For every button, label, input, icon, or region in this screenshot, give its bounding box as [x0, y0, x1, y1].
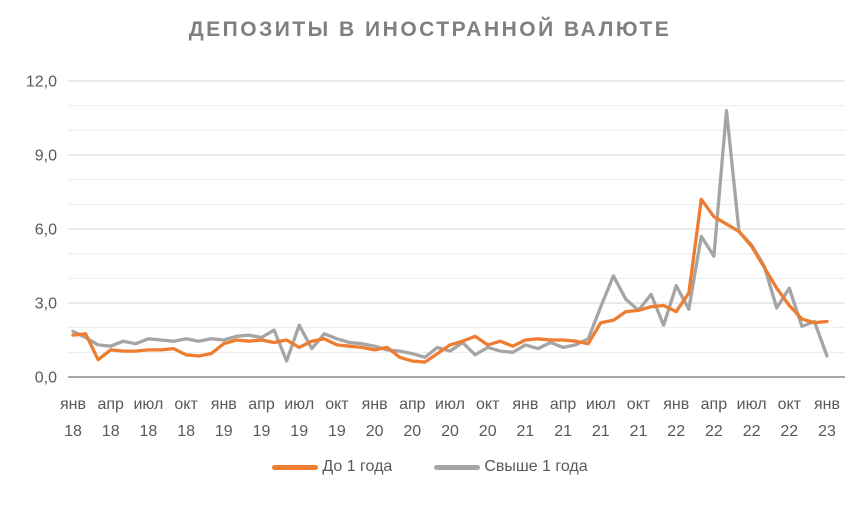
x-tick-month-label: окт: [325, 396, 349, 413]
x-tick-year-label: 18: [177, 423, 195, 440]
legend-label-short-term: До 1 года: [322, 458, 393, 475]
x-tick-year-label: 20: [441, 423, 459, 440]
x-tick-year-label: 20: [479, 423, 497, 440]
y-tick-label: 3,0: [35, 296, 57, 313]
x-tick-month-label: апр: [550, 396, 577, 413]
x-tick-year-label: 21: [554, 423, 572, 440]
x-tick-year-label: 18: [64, 423, 82, 440]
x-tick-month-label: июл: [284, 396, 314, 413]
legend-item-long-term: Свыше 1 года: [434, 458, 588, 476]
x-tick-year-label: 18: [102, 423, 120, 440]
y-tick-label: 12,0: [26, 74, 57, 91]
x-tick-month-label: окт: [778, 396, 802, 413]
x-tick-month-label: окт: [476, 396, 500, 413]
short-term-deposits-line: [71, 197, 829, 364]
x-tick-month-label: июл: [586, 396, 616, 413]
x-tick-year-label: 18: [140, 423, 158, 440]
chart-legend: До 1 года Свыше 1 года: [0, 458, 860, 476]
legend-swatch-orange: [272, 464, 319, 470]
x-tick-month-label: янв: [814, 396, 840, 413]
x-tick-month-label: апр: [97, 396, 124, 413]
x-tick-year-label: 19: [328, 423, 346, 440]
x-tick-year-label: 21: [592, 423, 610, 440]
x-tick-month-label: окт: [627, 396, 651, 413]
legend-swatch-gray: [434, 464, 481, 470]
x-tick-year-label: 21: [517, 423, 535, 440]
x-tick-month-label: янв: [60, 396, 86, 413]
x-tick-year-label: 19: [215, 423, 233, 440]
x-tick-month-label: июл: [737, 396, 767, 413]
x-tick-month-label: янв: [512, 396, 538, 413]
x-tick-month-label: апр: [701, 396, 728, 413]
x-tick-month-label: янв: [362, 396, 388, 413]
x-tick-year-label: 22: [743, 423, 761, 440]
y-tick-label: 9,0: [35, 148, 57, 165]
y-tick-label: 6,0: [35, 222, 57, 239]
x-tick-year-label: 21: [630, 423, 648, 440]
x-tick-month-label: апр: [248, 396, 275, 413]
x-tick-year-label: 20: [403, 423, 421, 440]
legend-label-long-term: Свыше 1 года: [484, 458, 588, 475]
x-tick-year-label: 22: [705, 423, 723, 440]
x-tick-month-label: янв: [211, 396, 237, 413]
x-tick-year-label: 19: [290, 423, 308, 440]
y-tick-label: 0,0: [35, 370, 57, 387]
x-tick-month-label: июл: [435, 396, 465, 413]
x-tick-year-label: 22: [667, 423, 685, 440]
chart-title: ДЕПОЗИТЫ В ИНОСТРАННОЙ ВАЛЮТЕ: [188, 18, 672, 41]
x-tick-year-label: 20: [366, 423, 384, 440]
x-tick-month-label: апр: [399, 396, 426, 413]
plot-area: 0,0 3,0 6,0 9,0 12,0 янв 18 апр 18 июл 18 окт 18 янв 1…: [26, 74, 845, 440]
x-tick-month-label: янв: [663, 396, 689, 413]
long-term-deposits-line: [71, 108, 829, 363]
x-tick-year-label: 23: [818, 423, 836, 440]
x-tick-month-label: окт: [174, 396, 198, 413]
x-tick-year-label: 22: [780, 423, 798, 440]
legend-item-short-term: До 1 года: [272, 458, 392, 476]
x-tick-month-label: июл: [133, 396, 163, 413]
x-tick-year-label: 19: [253, 423, 271, 440]
